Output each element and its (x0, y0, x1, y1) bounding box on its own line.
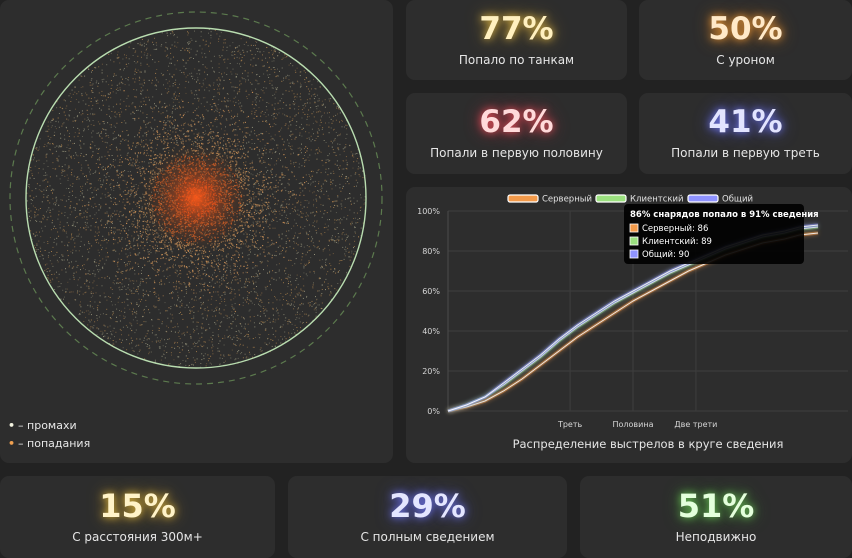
legend-label-0[interactable]: Серверный (542, 195, 592, 205)
stat-card-first-third: 41% Попали в первую треть (639, 93, 852, 174)
x-tick-label: Две трети (674, 420, 717, 429)
stat-card-distance: 15% С расстояния 300м+ (0, 476, 275, 558)
stat-value-first-half: 62% (479, 104, 554, 140)
scatter-legend-misses: • – промахи (8, 419, 77, 432)
stat-card-damage: 50% С уроном (639, 0, 852, 80)
stat-card-first-half: 62% Попали в первую половину (406, 93, 627, 174)
stat-card-tanks: 77% Попало по танкам (406, 0, 627, 80)
legend-label-1[interactable]: Клиентский (630, 195, 684, 205)
tooltip-swatch-1 (629, 236, 639, 246)
tooltip-row-2: Общий: 90 (642, 250, 689, 260)
legend-swatch-0[interactable] (507, 194, 539, 203)
miss-dot-icon: • (8, 419, 16, 432)
scatter-hotspot (141, 143, 251, 253)
y-tick-label: 100% (417, 207, 440, 216)
y-tick-label: 60% (422, 287, 440, 296)
scatter-card: • – промахи • – попадания (0, 0, 393, 463)
dispersion-distribution-chart: 0% 20% 40% 60% 80% 100% Треть Половина Две трети… (417, 194, 848, 451)
stat-label-damage: С уроном (716, 52, 775, 67)
stat-value-full-aim: 29% (389, 487, 466, 525)
tooltip-row-0: Серверный: 86 (642, 224, 708, 234)
legend-swatch-1[interactable] (595, 194, 627, 203)
chart-tooltip (624, 204, 804, 264)
stat-card-full-aim: 29% С полным сведением (288, 476, 567, 558)
stat-label-tanks: Попало по танкам (458, 52, 575, 67)
aim-circle-ring (25, 27, 367, 369)
legend-label-2[interactable]: Общий (722, 195, 753, 205)
scatter-legend-hits: • – попадания (8, 437, 90, 450)
legend-swatch-2[interactable] (687, 194, 719, 203)
stat-value-first-third: 41% (708, 104, 783, 140)
stat-label-distance: С расстояния 300м+ (72, 530, 203, 544)
stat-label-stationary: Неподвижно (675, 530, 757, 544)
chart-card: 0% 20% 40% 60% 80% 100% Треть Половина Две трети… (406, 187, 852, 463)
tooltip-title: 86% снарядов попало в 91% сведения (630, 210, 819, 220)
stat-value-damage: 50% (708, 10, 783, 47)
stat-label-first-half: Попали в первую половину (430, 146, 603, 160)
outer-dashed-ring (9, 11, 383, 385)
stat-value-distance: 15% (99, 487, 176, 525)
tooltip-swatch-2 (629, 249, 639, 259)
stat-value-stationary: 51% (677, 487, 755, 525)
dispersion-scatter-plot (9, 11, 383, 385)
chart-title: Распределение выстрелов в круге сведения (513, 437, 784, 451)
tooltip-swatch-0 (629, 223, 639, 233)
tooltip-row-1: Клиентский: 89 (642, 237, 712, 247)
y-tick-label: 40% (422, 327, 440, 336)
stat-label-first-third: Попали в первую треть (671, 146, 820, 160)
miss-legend-label: – промахи (18, 419, 77, 432)
stat-value-tanks: 77% (479, 10, 554, 47)
stat-label-full-aim: С полным сведением (360, 530, 495, 544)
hit-legend-label: – попадания (18, 437, 91, 450)
y-tick-label: 0% (427, 407, 440, 416)
x-tick-label: Половина (613, 420, 654, 429)
y-tick-label: 80% (422, 247, 440, 256)
hit-dot-icon: • (8, 437, 16, 450)
stat-card-stationary: 51% Неподвижно (580, 476, 852, 558)
x-tick-label: Треть (557, 420, 583, 429)
y-tick-label: 20% (422, 367, 440, 376)
